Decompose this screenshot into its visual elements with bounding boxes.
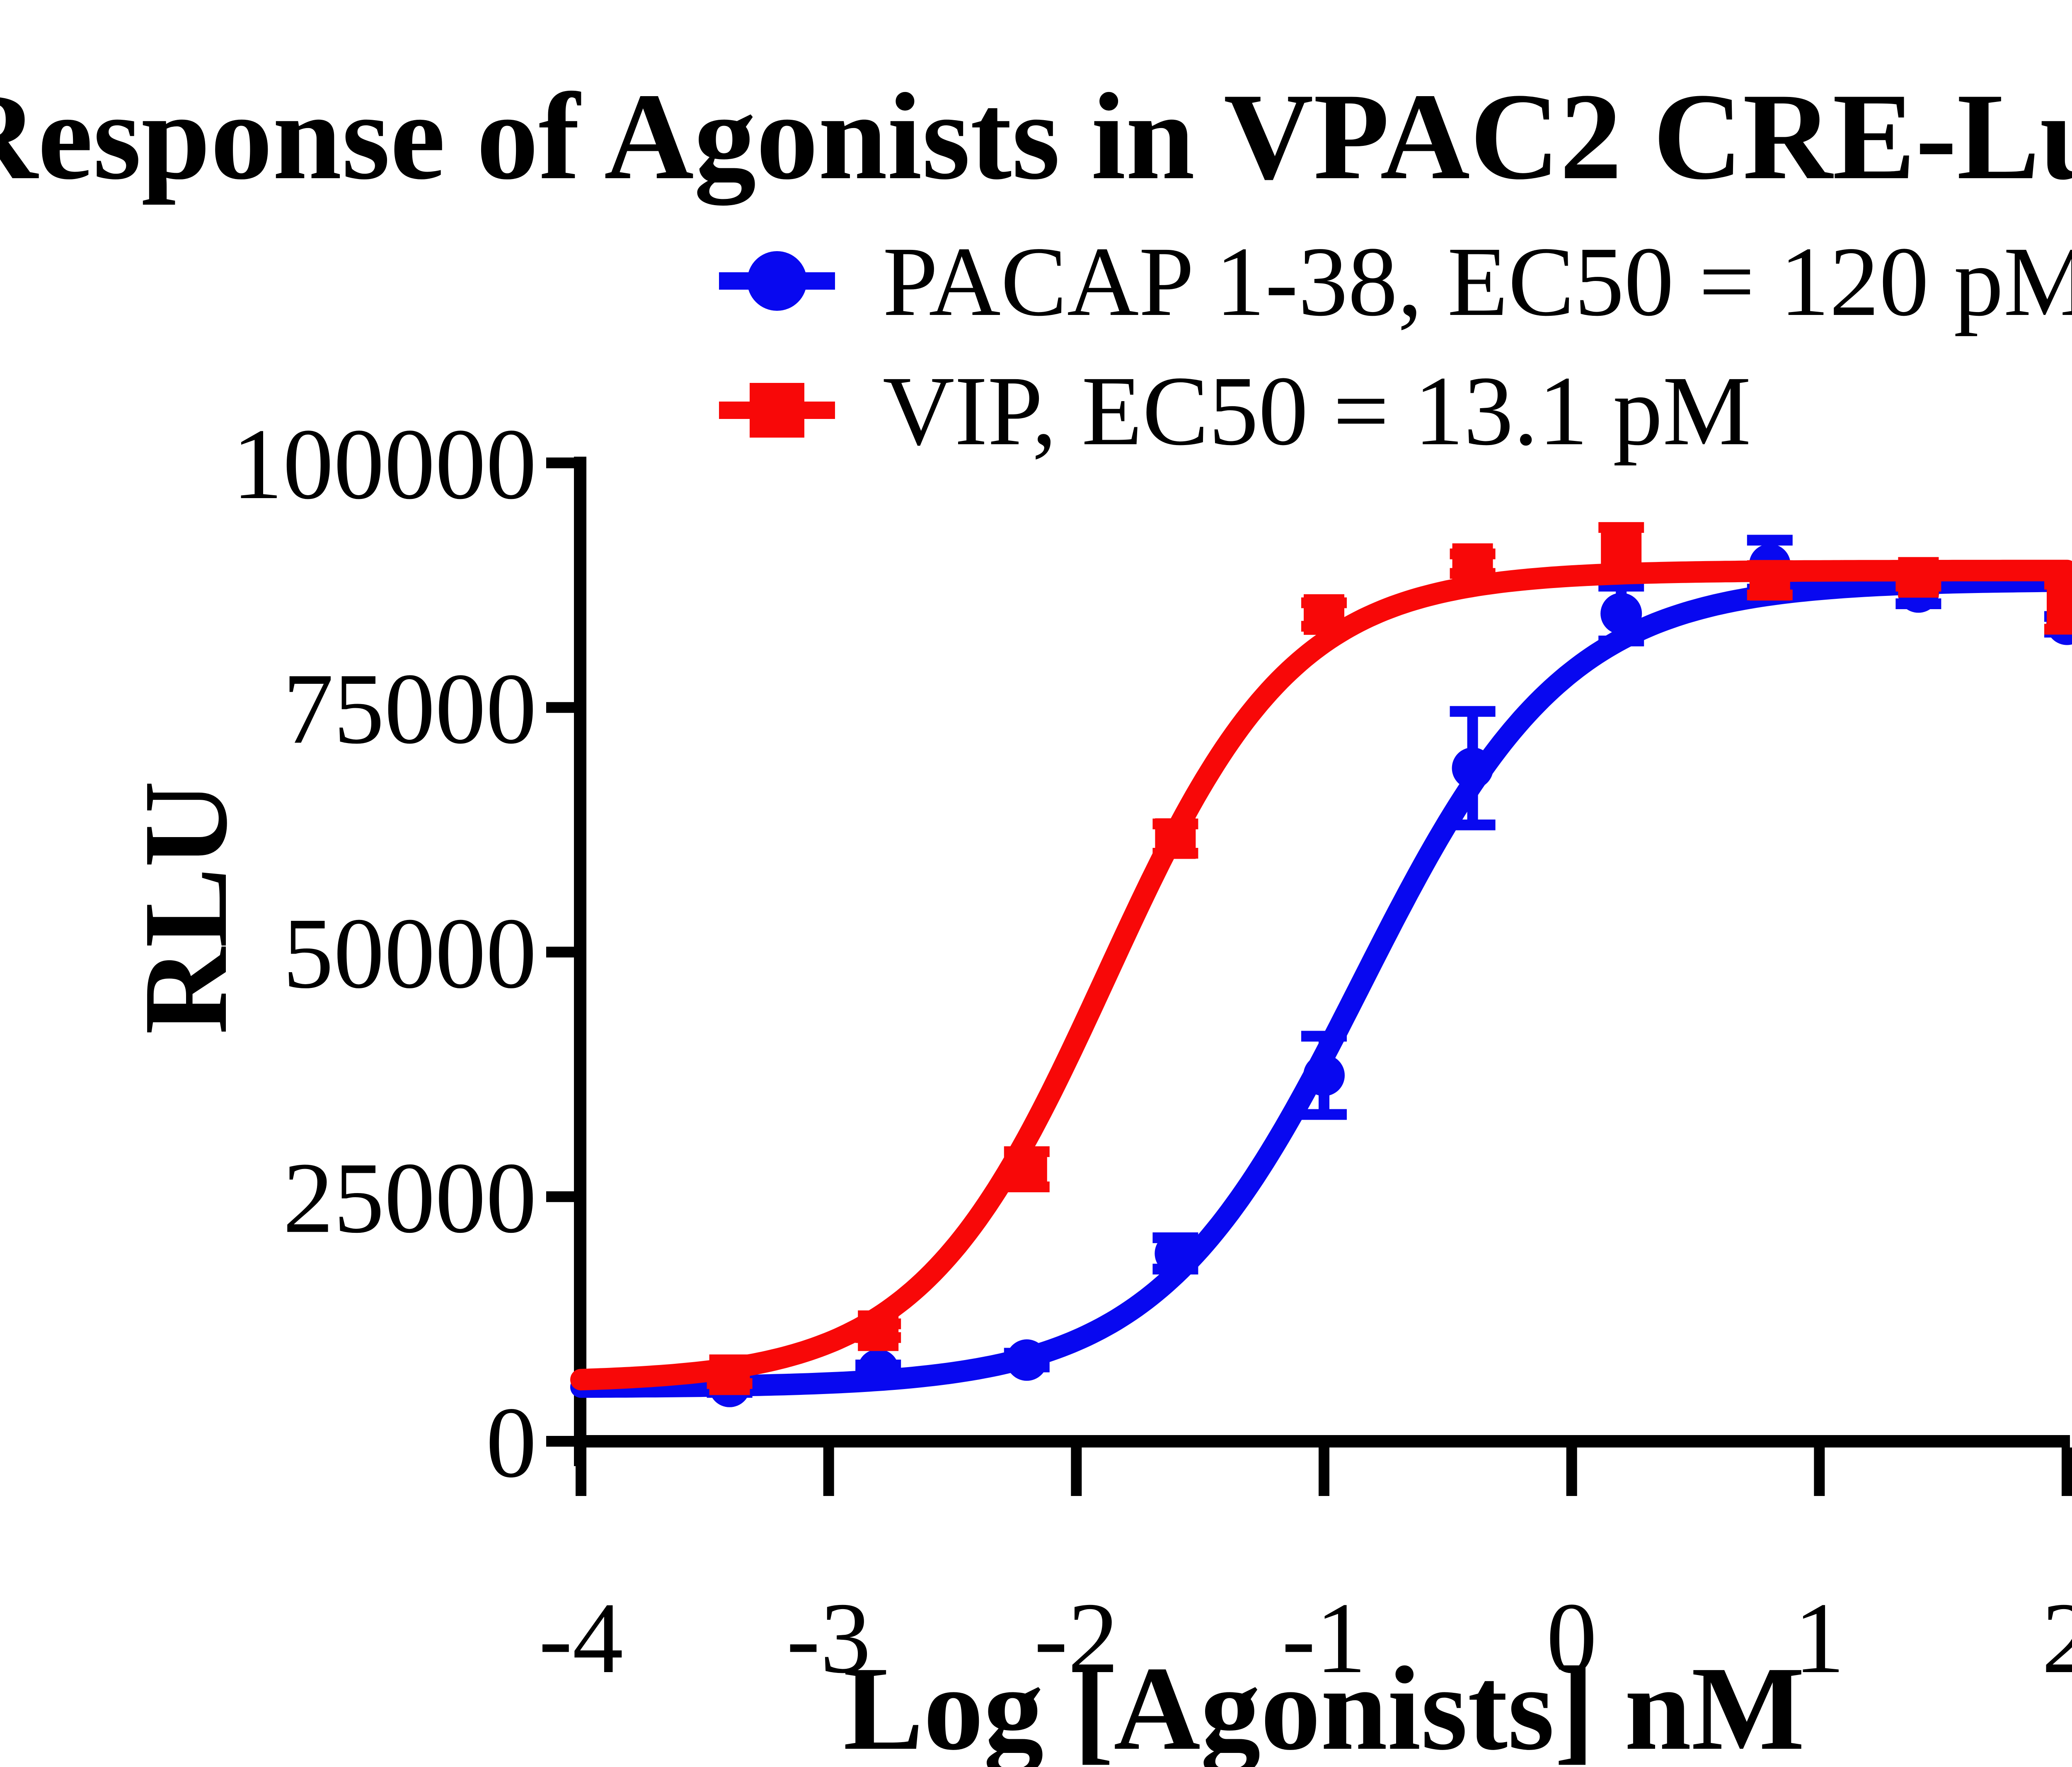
data-point-circle [1600,593,1642,634]
data-point-circle [1006,1339,1048,1381]
y-axis-title: RLU [119,781,252,1034]
series-layer [570,522,2072,1407]
data-point-circle [1452,747,1493,789]
data-point-square [1304,594,1344,635]
series-pacap-1-38 [570,535,2072,1407]
legend-label: PACAP 1-38, EC50 = 120 pM [883,226,2072,336]
series-vip [570,522,2072,1395]
data-point-square [1006,1149,1047,1190]
legend: PACAP 1-38, EC50 = 120 pM VIP, EC50 = 13.… [719,226,2072,466]
legend-entry: PACAP 1-38, EC50 = 120 pM [719,226,2072,336]
y-tick-label: 50000 [283,897,537,1009]
y-tick-label: 100000 [232,408,537,520]
data-point-circle [857,1349,899,1391]
legend-marker-circle [747,251,807,311]
data-point-circle [1155,1232,1196,1274]
chart-title: Dose Response of Agonists in VPAC2 CRE-L… [0,68,2072,208]
y-tick-label: 0 [486,1386,537,1498]
x-tick-label: -4 [539,1582,623,1694]
x-tick-label: -1 [1282,1582,1366,1694]
legend-marker-square [750,383,804,438]
x-tick-label: 0 [1546,1582,1597,1694]
data-point-square [1898,557,1939,598]
data-point-square [1452,543,1493,584]
data-point-square [709,1354,750,1395]
fit-curve [570,559,2072,1391]
x-tick-label: 2 [2042,1582,2072,1694]
legend-entry: VIP, EC50 = 13.1 pM [719,356,1751,466]
y-tick-label: 75000 [283,652,537,765]
data-point-square [1601,533,1642,574]
data-point-square [2047,586,2072,627]
fit-curve [570,570,2072,1398]
x-axis-title: Log [Agonists] nM [843,1642,1805,1767]
data-point-square [858,1310,899,1351]
x-tick-label: 1 [1794,1582,1845,1694]
data-point-square [1749,560,1790,601]
y-tick-label: 25000 [283,1142,537,1254]
axes: 0 25000 50000 75000 100000 -4 -3 -2 -1 0 1 2 [232,408,2072,1694]
legend-label: VIP, EC50 = 13.1 pM [883,356,1751,466]
x-tick-label: -3 [787,1582,871,1694]
x-tick-label: -2 [1034,1582,1118,1694]
data-point-square [1155,818,1196,859]
data-point-circle [1303,1054,1345,1096]
